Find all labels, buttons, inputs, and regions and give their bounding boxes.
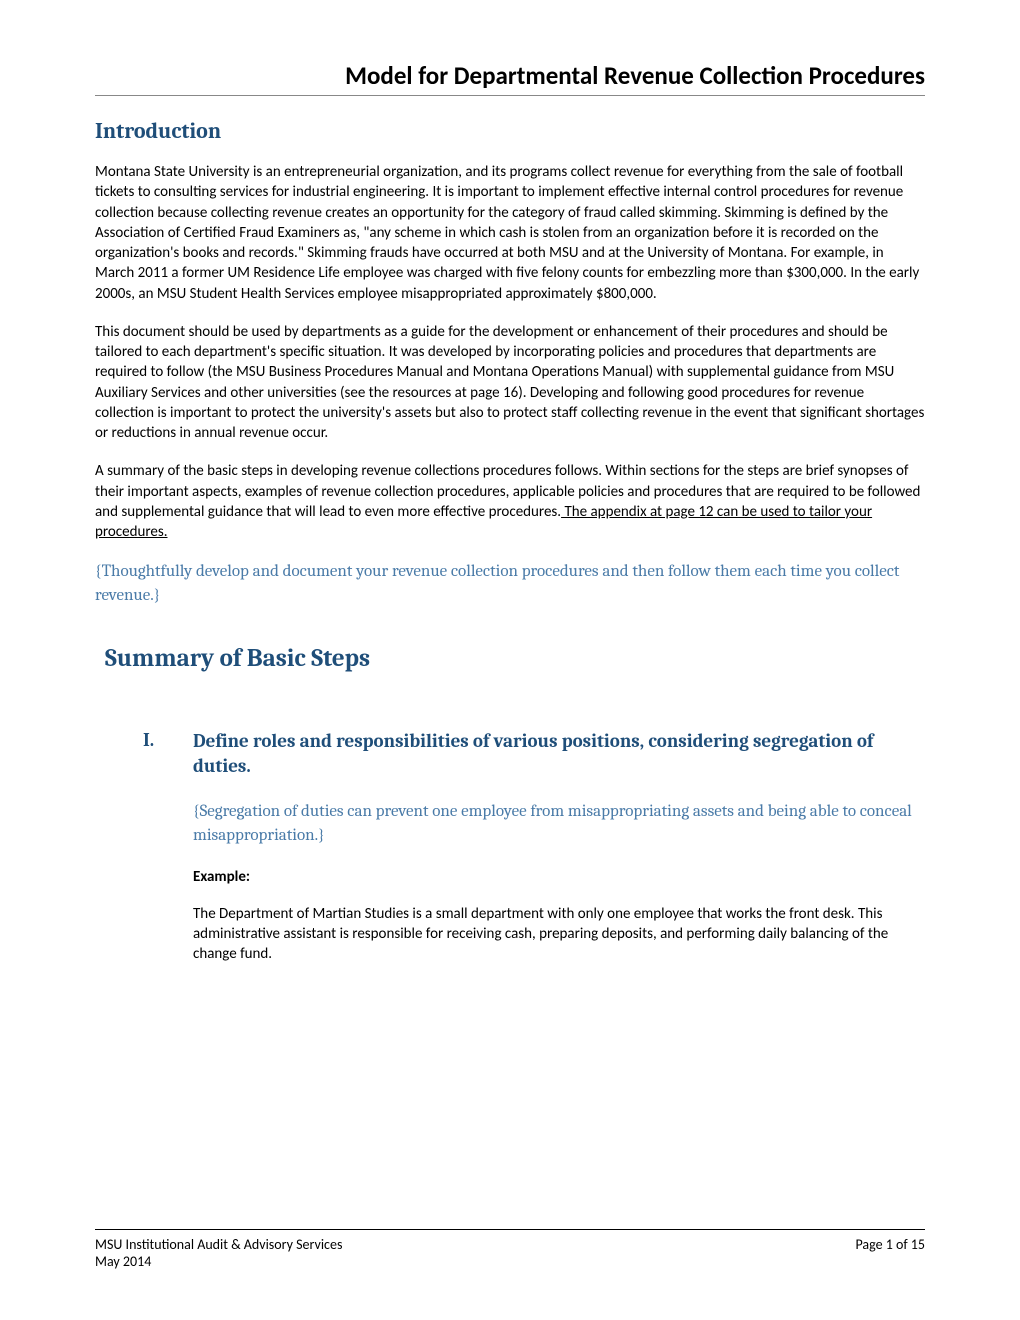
step-1-number: I.: [143, 729, 193, 751]
intro-paragraph-3: A summary of the basic steps in developi…: [95, 461, 925, 542]
intro-paragraph-1: Montana State University is an entrepren…: [95, 162, 925, 304]
summary-heading: Summary of Basic Steps: [105, 644, 925, 673]
introduction-heading: Introduction: [95, 118, 925, 144]
footer-page: Page 1 of 15: [855, 1236, 925, 1270]
step-1-heading: I. Define roles and responsibilities of …: [143, 729, 925, 780]
footer-date: May 2014: [95, 1253, 342, 1270]
footer-org: MSU Institutional Audit & Advisory Servi…: [95, 1236, 342, 1253]
step-1-example-text: The Department of Martian Studies is a s…: [193, 904, 925, 965]
footer-left: MSU Institutional Audit & Advisory Servi…: [95, 1236, 342, 1270]
step-1-note: {Segregation of duties can prevent one e…: [193, 800, 925, 848]
footer: MSU Institutional Audit & Advisory Servi…: [95, 1229, 925, 1270]
page-title: Model for Departmental Revenue Collectio…: [95, 60, 925, 96]
step-1-title: Define roles and responsibilities of var…: [193, 729, 925, 780]
intro-paragraph-2: This document should be used by departme…: [95, 322, 925, 444]
intro-note: {Thoughtfully develop and document your …: [95, 560, 925, 608]
step-1-example-label: Example:: [193, 868, 925, 886]
step-1-container: I. Define roles and responsibilities of …: [143, 729, 925, 965]
